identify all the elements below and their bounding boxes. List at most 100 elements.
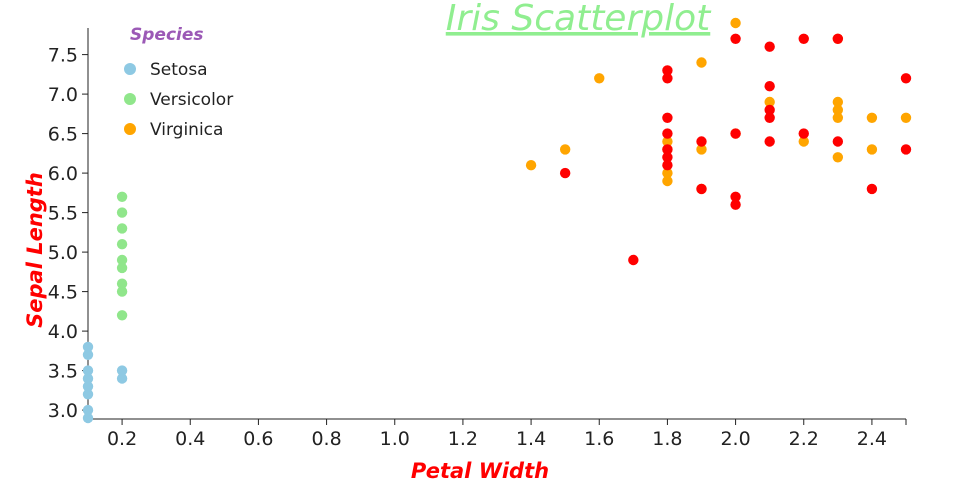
y-tick-label: 3.5 — [48, 361, 78, 383]
data-point — [764, 96, 775, 108]
data-point — [662, 128, 673, 139]
data-point — [662, 167, 673, 179]
legend: Species Setosa Versicolor Virginica — [124, 25, 233, 140]
data-point — [696, 144, 707, 155]
x-tick-label: 1.6 — [584, 428, 614, 450]
x-tick-label: 0.6 — [243, 428, 273, 450]
data-point — [116, 207, 128, 218]
y-tick-label: 7.0 — [48, 84, 78, 106]
data-point — [116, 239, 128, 250]
data-point — [116, 373, 128, 384]
data-point — [832, 96, 844, 108]
data-point — [730, 17, 741, 29]
data-point — [832, 33, 844, 44]
data-point — [662, 73, 673, 84]
x-tick-label: 0.4 — [175, 428, 205, 450]
data-point — [696, 183, 707, 195]
data-point — [900, 112, 912, 124]
legend-label: Versicolor — [150, 90, 233, 110]
y-tick-label: 4.0 — [48, 321, 78, 343]
legend-label: Setosa — [150, 60, 208, 80]
x-tick-label: 1.4 — [516, 428, 546, 450]
data-point — [628, 254, 639, 266]
data-point — [798, 136, 809, 147]
data-point — [696, 136, 707, 147]
y-axis-title: Sepal Length — [23, 172, 47, 328]
data-point — [662, 175, 673, 187]
data-point — [559, 144, 571, 155]
x-tick-label: 0.8 — [311, 428, 341, 450]
data-point — [730, 33, 741, 44]
data-point — [866, 144, 878, 155]
data-point — [832, 104, 844, 116]
data-point — [764, 112, 775, 124]
data-point — [798, 128, 809, 139]
data-point — [900, 73, 912, 84]
legend-swatch — [124, 63, 136, 75]
data-point — [82, 389, 94, 400]
data-point — [696, 57, 707, 68]
data-point — [82, 412, 94, 424]
data-point — [662, 136, 673, 147]
data-point — [662, 160, 673, 171]
data-point — [832, 112, 844, 124]
chart-title: Iris Scatterplot — [446, 0, 712, 39]
data-point — [594, 73, 605, 84]
data-point — [662, 65, 673, 76]
data-point — [662, 112, 673, 124]
data-point — [764, 104, 775, 116]
data-point — [116, 191, 128, 202]
x-tick-label: 1.8 — [652, 428, 682, 450]
data-point — [116, 365, 128, 376]
data-point — [116, 310, 128, 321]
data-point — [866, 112, 878, 124]
data-point — [832, 152, 844, 163]
data-point — [116, 223, 128, 234]
data-point — [82, 381, 94, 392]
x-tick-label: 1.0 — [380, 428, 410, 450]
data-point — [116, 278, 128, 289]
y-tick-label: 6.0 — [48, 163, 78, 185]
data-point — [662, 144, 673, 155]
data-point — [82, 365, 94, 376]
legend-swatch — [124, 123, 136, 135]
data-point — [116, 262, 128, 274]
y-tick-label: 6.5 — [48, 124, 78, 146]
y-tick-label: 5.0 — [48, 242, 78, 264]
data-point — [116, 254, 128, 266]
data-points — [82, 17, 912, 424]
data-point — [764, 81, 775, 92]
data-point — [82, 404, 94, 416]
data-point — [764, 41, 775, 52]
data-point — [662, 152, 673, 163]
data-point — [82, 373, 94, 384]
data-point — [82, 349, 94, 360]
data-point — [82, 341, 94, 353]
y-tick-label: 3.0 — [48, 400, 78, 422]
legend-label: Virginica — [150, 120, 223, 140]
data-point — [525, 160, 537, 171]
data-point — [764, 136, 775, 147]
x-tick-label: 2.2 — [789, 428, 819, 450]
x-axis-title: Petal Width — [411, 459, 549, 483]
x-tick-label: 1.2 — [448, 428, 478, 450]
data-point — [730, 191, 741, 202]
data-point — [866, 183, 878, 195]
axes: 0.2 0.4 0.6 0.8 1.0 1.2 1.4 1.6 1.8 2.0 2.2 2.4 3.0 3… — [48, 28, 907, 450]
data-point — [900, 144, 912, 155]
legend-swatch — [124, 93, 136, 105]
x-tick-label: 2.0 — [720, 428, 750, 450]
y-tick-label: 5.5 — [48, 203, 78, 225]
x-tick-label: 0.2 — [107, 428, 137, 450]
y-tick-label: 4.5 — [48, 282, 78, 304]
data-point — [730, 199, 741, 210]
data-point — [116, 286, 128, 297]
x-tick-label: 2.4 — [857, 428, 887, 450]
data-point — [798, 33, 809, 44]
y-tick-label: 7.5 — [48, 45, 78, 67]
legend-title: Species — [130, 25, 204, 45]
data-point — [832, 136, 844, 147]
data-point — [559, 167, 571, 179]
